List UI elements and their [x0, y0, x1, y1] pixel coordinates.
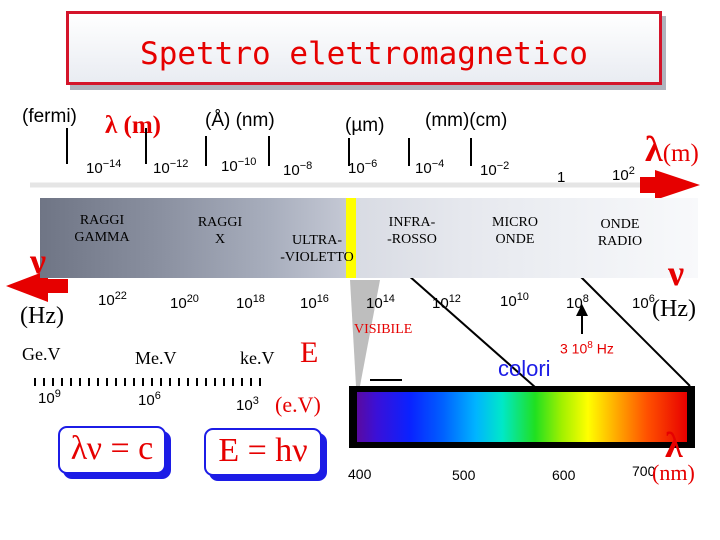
band-label-ir: INFRA- -ROSSO — [387, 215, 437, 247]
lambda-symbol-bottom: λ — [665, 425, 683, 465]
band-uv — [270, 198, 346, 278]
wl-tick-line — [348, 138, 350, 166]
visible-tick-600: 600 — [552, 467, 576, 483]
formula-energy: E = hν — [204, 428, 322, 476]
formula-lambda-nu: λν = c — [58, 426, 166, 474]
band-label-radio: ONDE RADIO — [597, 217, 643, 249]
visible-tick-400: 400 — [348, 466, 372, 482]
unit-lambda-right: λ(m) — [645, 128, 699, 170]
wl-tick-label: 10−2 — [480, 160, 510, 179]
wl-tick-label: 10−14 — [86, 158, 122, 177]
lambda-arrow-tail — [640, 177, 658, 193]
wl-tick-label: 102 — [612, 165, 635, 184]
visible-unit-nm: (nm) — [652, 460, 695, 485]
energy-tick-label: 103 — [236, 395, 259, 414]
visible-spectrum — [349, 386, 695, 448]
energy-tick-label: 109 — [38, 388, 61, 407]
unit-hz-left: (Hz) — [20, 303, 64, 329]
lambda-arrow-head — [655, 170, 700, 200]
unit-mm-cm: (mm)(cm) — [425, 110, 508, 131]
energy-ruler — [34, 378, 268, 386]
freq-tick-label: 1012 — [432, 293, 461, 312]
visible-tick-500: 500 — [452, 467, 476, 483]
freq-tick-label: 106 — [632, 293, 655, 312]
band-label-x: RAGGI X — [197, 215, 243, 247]
visible-tick-700: 700 — [632, 463, 656, 479]
freq-tick-label: 1010 — [500, 291, 529, 310]
wl-tick-line — [205, 136, 207, 166]
energy-kev: ke.V — [240, 348, 275, 368]
visible-spectrum-gradient — [357, 392, 687, 442]
wl-tick-label: 10−6 — [348, 158, 378, 177]
colori-label: colori — [498, 356, 551, 381]
freq-tick-label: 1022 — [98, 290, 127, 309]
energy-mev: Me.V — [135, 348, 177, 368]
nu-arrow-head — [6, 270, 48, 302]
freq-tick-label: 1020 — [170, 293, 199, 312]
energy-tick-label: 106 — [138, 390, 161, 409]
band-label-uv: ULTRA- -VIOLETTO — [280, 233, 354, 265]
wl-tick-line — [145, 128, 147, 164]
energy-gev: Ge.V — [22, 344, 61, 364]
radio-projection-line — [579, 275, 691, 387]
nu-arrow-tail — [46, 279, 68, 293]
wl-tick-label: 10−4 — [415, 158, 445, 177]
band-label-gamma: RAGGI GAMMA — [74, 213, 130, 245]
nu-symbol-left: ν — [30, 241, 47, 281]
wl-tick-label: 10−8 — [283, 160, 313, 179]
nu-symbol-right: ν — [668, 253, 685, 293]
band-visible — [346, 198, 356, 278]
band-x — [160, 198, 270, 278]
page-title: Spettro elettromagnetico — [140, 36, 588, 72]
band-ir — [356, 198, 464, 278]
unit-m-right: (m) — [662, 140, 699, 167]
wl-tick-line — [268, 136, 270, 166]
energy-ev-unit: (e.V) — [275, 392, 321, 417]
visibile-label: VISIBILE — [354, 322, 413, 337]
freq-tick-label: 1016 — [300, 293, 329, 312]
unit-angstrom-nm: (Å) (nm) — [205, 110, 275, 131]
visible-projection-left — [350, 280, 380, 386]
band-gamma — [40, 198, 160, 278]
wl-tick-line — [408, 138, 410, 166]
freq-tick-label: 108 — [566, 293, 589, 312]
wl-tick-line — [470, 138, 472, 166]
band-micro — [464, 198, 568, 278]
lambda-symbol-right: λ — [645, 129, 663, 169]
title-box: Spettro elettromagnetico — [66, 11, 662, 85]
energy-e-symbol: E — [300, 336, 319, 369]
unit-hz-right: (Hz) — [652, 296, 696, 322]
band-radio — [568, 198, 698, 278]
unit-fermi: (fermi) — [22, 106, 77, 127]
unit-lambda-m: λ (m) — [105, 112, 162, 139]
wl-tick-label: 1 — [557, 169, 566, 186]
wl-tick-line — [66, 128, 68, 164]
freq-tick-label: 1014 — [366, 293, 395, 312]
unit-micron: (µm) — [345, 115, 385, 136]
wl-tick-label: 10−10 — [221, 156, 257, 175]
freq-tick-label: 1018 — [236, 293, 265, 312]
wl-tick-label: 10−12 — [153, 158, 189, 177]
freq-note-arrow-head — [576, 304, 588, 316]
band-label-micro: MICRO ONDE — [492, 215, 538, 247]
freq-note: 3 108 Hz — [560, 340, 614, 357]
